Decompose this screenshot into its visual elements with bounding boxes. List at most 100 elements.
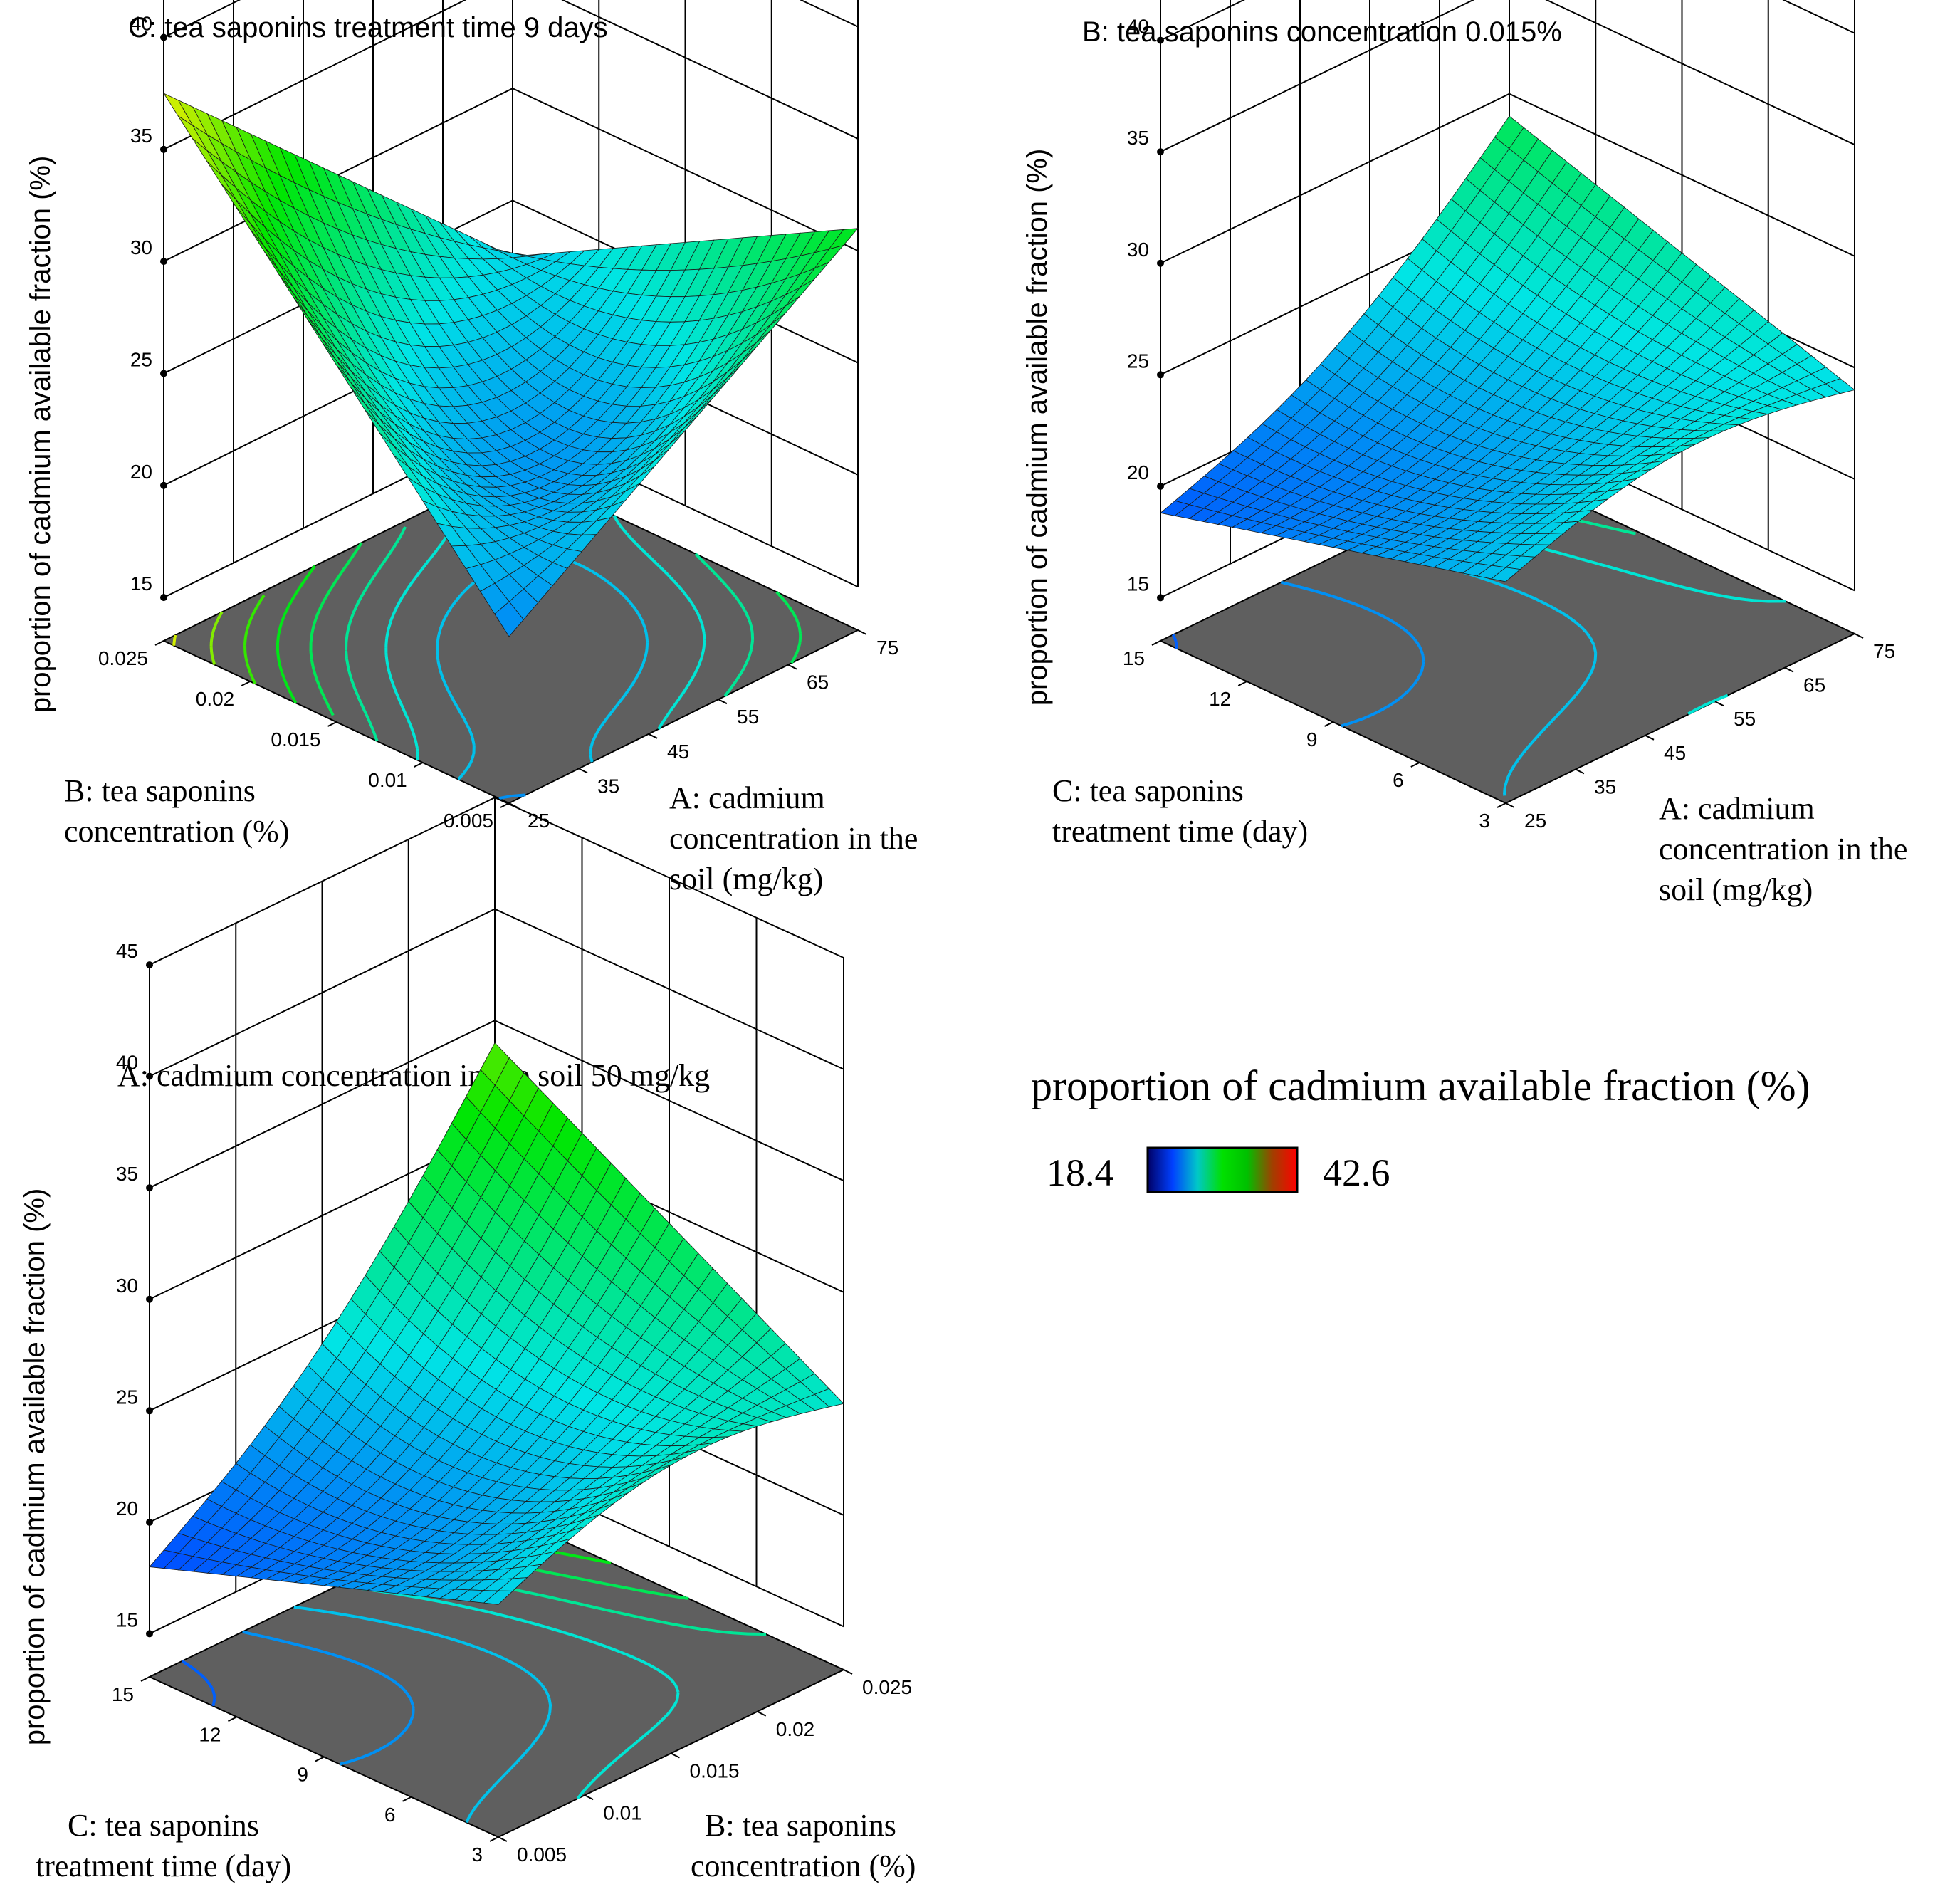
z-tick-label: 15: [1127, 572, 1149, 595]
z-tick-mark: [1157, 36, 1164, 44]
panel-2: B: tea saponins concentration 0.015% pro…: [1022, 0, 1915, 907]
z-tick-mark: [160, 370, 167, 377]
panel-3-axis-b-label: C: tea saponins treatment time (day): [36, 1808, 291, 1883]
floor-contour-line: [309, 542, 802, 716]
colorbar-title: proportion of cadmium available fraction…: [1031, 1062, 1810, 1109]
axis-b-tick-mark: [1410, 762, 1420, 768]
axis-b-tick-label: 0.015: [271, 728, 320, 750]
axis-b-tick-label: 6: [384, 1804, 396, 1826]
floor-contour-line: [293, 1605, 552, 1824]
response-surface: [162, 93, 859, 637]
axis-a-tick-mark: [857, 629, 867, 635]
axis-a-tick-label: 65: [807, 671, 829, 694]
axis-b-tick-mark: [1324, 721, 1333, 727]
z-tick-label: 15: [116, 1609, 138, 1631]
z-tick-label: 40: [1127, 16, 1149, 38]
axis-a-tick-label: 0.015: [690, 1760, 740, 1782]
z-tick-label: 25: [1127, 350, 1149, 372]
axis-a-tick-mark: [578, 768, 588, 774]
axis-b-tick-mark: [1237, 681, 1247, 686]
axis-b-tick-label: 0.025: [98, 647, 148, 669]
surface-cell: [494, 601, 524, 637]
z-tick-label: 30: [1127, 239, 1149, 261]
floor-contour-line: [209, 611, 224, 666]
panel-2-title: B: tea saponins concentration 0.015%: [1082, 16, 1562, 48]
axis-a-tick-label: 35: [1594, 775, 1616, 797]
z-tick-label: 20: [1127, 461, 1149, 483]
wall-grid-line: [149, 908, 844, 1077]
z-tick-mark: [146, 1630, 153, 1638]
axis-a-tick-mark: [718, 699, 728, 705]
axis-a-tick-label: 45: [667, 741, 689, 763]
axis-b-tick-label: 12: [199, 1723, 221, 1745]
colorbar-min-label: 18.4: [1047, 1151, 1114, 1194]
response-surface: [149, 1042, 844, 1605]
axis-b-tick-label: 15: [112, 1683, 134, 1705]
z-tick-mark: [146, 961, 153, 969]
panel-2-axis-b-label: C: tea saponins treatment time (day): [1052, 773, 1308, 849]
z-tick-label: 20: [130, 461, 152, 483]
panel-1-axis-a-label: A: cadmium concentration in the soil (mg…: [669, 780, 926, 896]
axis-a-tick-label: 55: [1734, 708, 1756, 730]
axis-a-tick-label: 65: [1803, 674, 1825, 696]
panel-3-plot: 15 20 25 30 35 40 45 0.005 0.01 0.015 0.02 0.025 3 6 9…: [112, 796, 912, 1866]
z-tick-mark: [146, 1184, 153, 1192]
z-tick-mark: [146, 1407, 153, 1415]
wall-grid-line: [149, 1020, 844, 1189]
axis-b-tick-mark: [1151, 640, 1161, 646]
axis-a-tick-label: 0.025: [862, 1676, 912, 1698]
z-tick-label: 30: [116, 1275, 138, 1297]
wall-grid-line: [163, 0, 859, 150]
z-tick-label: 25: [130, 348, 152, 370]
axis-a-tick-mark: [1714, 701, 1724, 707]
z-tick-label: 25: [116, 1386, 138, 1408]
axis-b-tick-label: 12: [1209, 688, 1231, 710]
z-tick-mark: [160, 594, 167, 602]
surface-cell: [483, 1590, 514, 1605]
axis-a-tick-label: 75: [1873, 640, 1895, 662]
z-tick-mark: [1157, 594, 1164, 602]
axis-b-tick-label: 3: [1479, 810, 1490, 832]
floor-contour-line: [337, 1584, 680, 1800]
axis-b-tick-label: 9: [297, 1764, 308, 1786]
floor-contour-line: [242, 1630, 415, 1766]
z-tick-label: 30: [130, 236, 152, 258]
panel-2-axis-a-label: A: cadmium concentration in the soil (mg…: [1659, 791, 1915, 907]
panel-1-plot: 152025303540452535455565750.0050.010.015…: [98, 0, 898, 832]
floor-contour-line: [345, 526, 755, 742]
axis-b-tick-mark: [402, 1796, 412, 1802]
axis-a-tick-mark: [498, 1836, 508, 1842]
axis-b-tick-label: 9: [1306, 728, 1318, 750]
z-tick-label: 35: [1127, 127, 1149, 149]
floor-contour-line: [181, 1660, 216, 1707]
panel-3-axis-a-label: B: tea saponins concentration (%): [691, 1808, 916, 1883]
axis-a-tick-mark: [671, 1752, 680, 1759]
axis-b-tick-mark: [228, 1716, 237, 1722]
axis-b-tick-label: 0.005: [444, 810, 493, 832]
axis-a-tick-label: 35: [597, 775, 619, 797]
panel-3-title: A: cadmium concentration in the soil 50 …: [117, 1058, 710, 1093]
axis-b-tick-mark: [414, 762, 424, 768]
surface-cell: [1490, 567, 1521, 582]
axis-b-tick-mark: [140, 1676, 150, 1682]
floor-contour-line: [1171, 634, 1179, 649]
axis-a-tick-mark: [1784, 666, 1794, 673]
axis-a-tick-mark: [1645, 734, 1655, 741]
axis-a-tick-mark: [1854, 633, 1864, 639]
colorbar-max-label: 42.6: [1323, 1151, 1390, 1194]
axis-b-tick-label: 0.01: [368, 769, 407, 791]
axis-a-tick-mark: [787, 664, 797, 670]
z-tick-mark: [146, 1295, 153, 1303]
floor-contour-line: [1280, 580, 1425, 728]
panel-1-title: C: tea saponins treatment time 9 days: [128, 12, 608, 43]
z-tick-mark: [1157, 148, 1164, 156]
axis-a-tick-mark: [584, 1794, 594, 1801]
axis-a-tick-label: 0.005: [517, 1843, 567, 1866]
axis-a-tick-label: 45: [1664, 742, 1686, 764]
panel-2-zlabel: proportion of cadmium available fraction…: [1022, 149, 1053, 706]
panel-1-zlabel: proportion of cadmium available fraction…: [25, 156, 56, 713]
axis-a-tick-mark: [757, 1710, 767, 1717]
axis-a-tick-mark: [1575, 768, 1585, 775]
panel-3: A: cadmium concentration in the soil 50 …: [19, 796, 916, 1883]
